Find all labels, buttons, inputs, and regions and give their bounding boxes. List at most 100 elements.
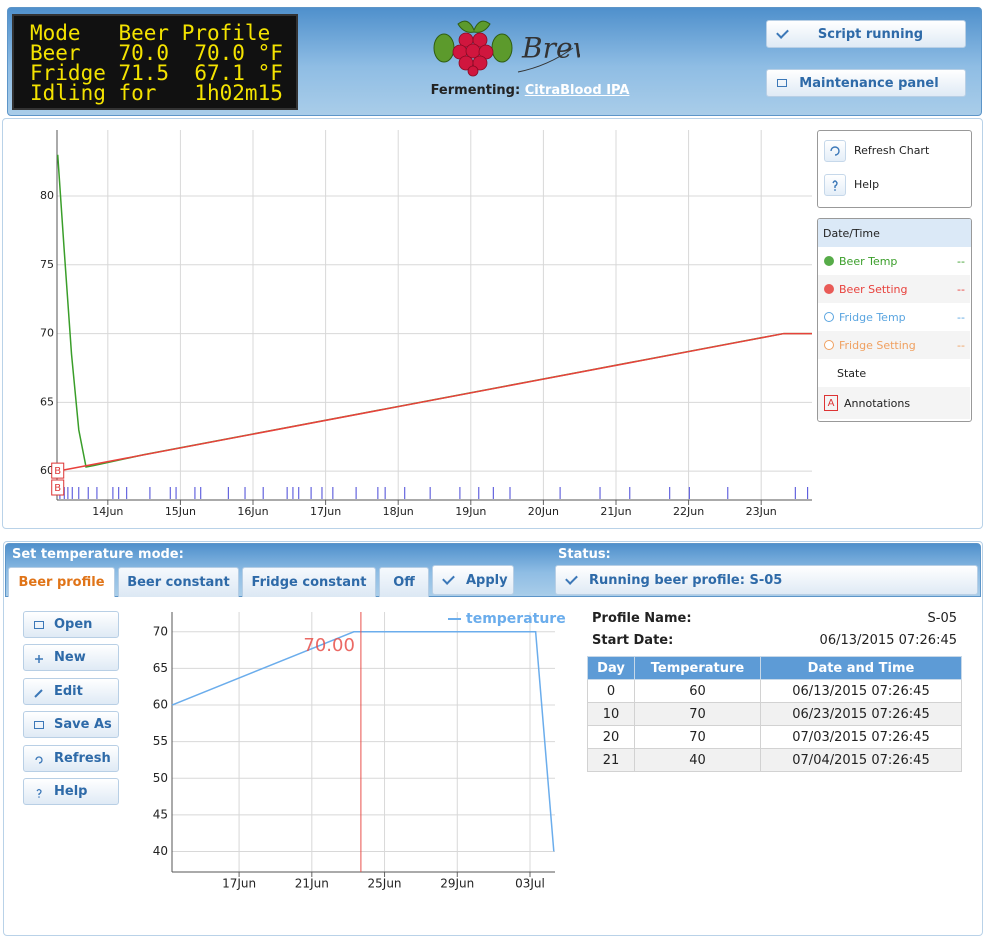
status-text: Running beer profile: S-05: [589, 572, 783, 588]
legend-reading: --: [957, 338, 965, 352]
column-header: Date and Time: [760, 656, 962, 680]
y-tick-label: 70: [153, 624, 168, 638]
start-date-label: Start Date:: [592, 633, 674, 648]
tab[interactable]: Fridge constant: [242, 567, 376, 597]
table-cell: 06/23/2015 07:26:45: [760, 702, 962, 726]
button-label: Refresh: [54, 751, 111, 766]
button-label: Help: [54, 784, 88, 799]
x-tick-label: 23Jun: [746, 505, 777, 518]
x-tick-label: 20Jun: [528, 505, 559, 518]
status-title: Status:: [558, 547, 611, 562]
current-value: 70.00: [303, 635, 355, 656]
table-cell: 70: [634, 725, 761, 749]
apply-button[interactable]: Apply: [432, 565, 514, 595]
table-header: Day Temperature Date and Time: [587, 656, 962, 680]
chart-legend: Date/Time Beer Temp -- Beer Setting -- Fridg…: [817, 218, 972, 422]
x-tick-label: 21Jun: [600, 505, 631, 518]
tab[interactable]: Beer profile: [8, 567, 115, 597]
maintenance-button[interactable]: Maintenance panel: [766, 69, 966, 97]
table-row: 20 70 07/03/2015 07:26:45: [587, 725, 962, 749]
x-tick-label: 19Jun: [455, 505, 486, 518]
y-tick-label: 40: [153, 844, 168, 858]
table-cell: 70: [634, 702, 761, 726]
refresh-button[interactable]: Refresh: [23, 745, 119, 772]
logo-text: BrewPi: [521, 32, 580, 65]
legend-header: Date/Time: [818, 219, 971, 247]
button-label: Save As: [54, 717, 112, 732]
legend-item: Fridge Setting --: [818, 331, 970, 359]
x-tick-label: 15Jun: [165, 505, 196, 518]
annotation: [51, 462, 65, 479]
help-button[interactable]: Help: [23, 778, 119, 805]
table-cell: 20: [587, 725, 635, 749]
legend-label: Fridge Temp: [839, 310, 906, 324]
legend-item: State: [818, 359, 970, 387]
button-label: Open: [54, 617, 93, 632]
beer-link[interactable]: CitraBlood IPA: [524, 83, 630, 98]
chart-tools: Refresh Chart Help: [817, 130, 972, 208]
x-tick-label: 25Jun: [368, 877, 402, 891]
y-tick-label: 70: [40, 327, 54, 340]
button-label: Maintenance panel: [799, 75, 939, 91]
y-tick-label: 50: [153, 771, 168, 785]
start-date: 06/13/2015 07:26:45: [819, 633, 957, 648]
x-tick-label: 14Jun: [92, 505, 123, 518]
table-cell: 07/03/2015 07:26:45: [760, 725, 962, 749]
mode-title: Set temperature mode:: [12, 547, 184, 562]
table-cell: 07/04/2015 07:26:45: [760, 748, 962, 772]
legend-reading: --: [957, 254, 965, 268]
x-tick-label: 18Jun: [383, 505, 414, 518]
column-header: Day: [587, 656, 635, 680]
lcd-line: Mode Beer Profile: [30, 21, 271, 45]
y-tick-label: 60: [153, 698, 168, 712]
y-tick-label: 55: [153, 734, 168, 748]
button-label: Edit: [54, 684, 83, 699]
fermenting-label: Fermenting:: [430, 83, 521, 98]
legend-label: Beer Temp: [839, 254, 898, 268]
save-as-button[interactable]: Save As: [23, 711, 119, 738]
legend-marker: [824, 256, 834, 266]
open-button[interactable]: Open: [23, 611, 119, 638]
annotation-label: B: [54, 483, 61, 494]
table-row: 10 70 06/23/2015 07:26:45: [587, 702, 962, 726]
y-tick-label: 60: [40, 464, 54, 477]
tool-label: Refresh Chart: [854, 144, 930, 157]
legend-reading: --: [957, 282, 965, 296]
button-label: Script running: [817, 26, 924, 42]
table-row: 21 40 07/04/2015 07:26:45: [587, 748, 962, 772]
script-button[interactable]: Script running: [766, 20, 966, 48]
help-button[interactable]: [824, 174, 846, 196]
tab[interactable]: Beer constant: [118, 567, 239, 597]
legend-reading: --: [957, 310, 965, 324]
new-button[interactable]: New: [23, 644, 119, 671]
legend-label: State: [837, 366, 867, 380]
x-tick-label: 29Jun: [440, 877, 474, 891]
series-line: [57, 332, 812, 472]
refresh-chart-button[interactable]: [824, 140, 846, 162]
table-cell: 10: [587, 702, 635, 726]
y-tick-label: 80: [40, 189, 54, 202]
x-tick-label: 22Jun: [673, 505, 704, 518]
edit-button[interactable]: Edit: [23, 678, 119, 705]
tool-label: Help: [854, 178, 880, 191]
table-row: 0 60 06/13/2015 07:26:45: [587, 679, 962, 703]
tab[interactable]: Off: [379, 567, 429, 597]
profile-name: S-05: [927, 611, 958, 626]
chart-panel: [2, 118, 983, 529]
profile-name-label: Profile Name:: [592, 611, 692, 626]
legend-item: Beer Setting --: [818, 275, 970, 303]
legend-item: A Annotations: [818, 387, 970, 419]
table-cell: 40: [634, 748, 761, 772]
lcd-display: Mode Beer Profile Beer 70.0 70.0 °F Frid…: [12, 14, 298, 110]
lcd-line: Fridge 71.5 67.1 °F: [30, 61, 283, 85]
legend-label: Fridge Setting: [839, 338, 916, 352]
status-box: Running beer profile: S-05: [555, 565, 978, 595]
legend-marker: [824, 340, 834, 350]
legend-label: temperature: [466, 611, 566, 627]
y-tick-label: 45: [153, 807, 168, 821]
x-tick-label: 21Jun: [295, 877, 329, 891]
legend-item: Beer Temp --: [818, 247, 970, 275]
table-cell: 0: [587, 679, 635, 703]
legend-item: Fridge Temp --: [818, 303, 970, 331]
